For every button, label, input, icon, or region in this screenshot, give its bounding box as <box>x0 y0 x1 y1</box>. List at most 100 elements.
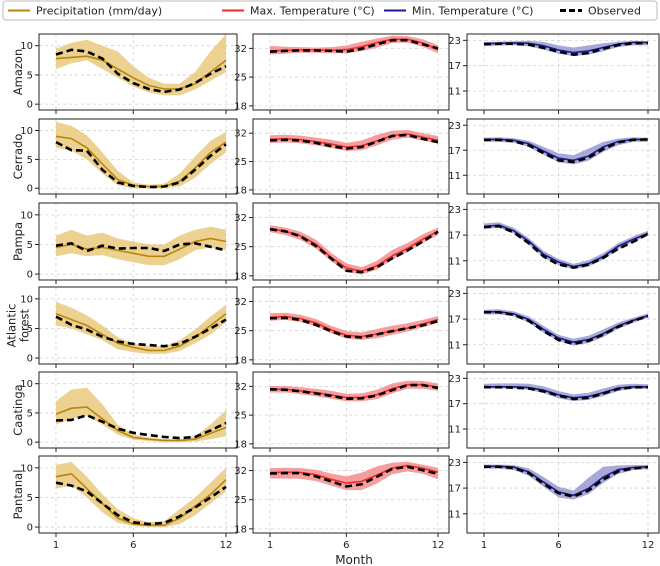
legend-label-obs: Observed <box>588 5 641 18</box>
y-tick-label: 10 <box>20 379 33 390</box>
y-tick-label: 17 <box>448 484 461 495</box>
region-row-3: Atlantic forest 0 5 10 18 25 32 11 17 23 <box>5 286 660 368</box>
x-tick-label: 6 <box>343 540 349 551</box>
panel-frame <box>466 202 660 281</box>
range-band-tmin <box>484 137 648 165</box>
range-band-precip <box>56 226 226 266</box>
plot-area <box>484 137 649 165</box>
observed-line-tmin <box>483 224 649 269</box>
y-tick-label: 10 <box>20 126 33 137</box>
y-tick-label: 5 <box>27 493 33 504</box>
observed-line-tmax <box>269 316 439 339</box>
y-tick-label: 18 <box>234 271 247 282</box>
y-tick-label: 0 <box>27 354 33 365</box>
x-tick-label: 12 <box>642 540 655 551</box>
y-tick-label: 32 <box>234 44 247 55</box>
plot-area <box>269 225 439 275</box>
panel-1-tmin: 11 17 23 <box>448 118 660 198</box>
plot-area <box>269 35 439 55</box>
panel-frame <box>252 286 450 365</box>
y-tick-label: 0 <box>27 100 33 111</box>
plot-area <box>483 222 649 270</box>
panel-frame <box>466 371 660 449</box>
model-line-precip <box>55 406 227 442</box>
observed-line-tmax <box>269 38 439 54</box>
panel-frame <box>466 33 660 111</box>
y-tick-label: 11 <box>448 171 461 182</box>
y-tick-label: 18 <box>234 185 247 196</box>
panel-frame <box>38 286 238 365</box>
panel-frame <box>466 118 660 195</box>
y-tick-label: 5 <box>27 155 33 166</box>
observed-line-tmax <box>269 133 439 150</box>
panel-1-tmax: 18 25 32 <box>234 118 450 198</box>
panel-frame <box>38 33 238 111</box>
y-tick-label: 32 <box>234 129 247 140</box>
plot-area <box>269 380 439 402</box>
range-band-precip <box>56 121 226 189</box>
x-tick-label: 12 <box>220 540 233 551</box>
panel-2-precip: 0 5 10 <box>20 202 238 284</box>
y-tick-label: 11 <box>448 509 461 520</box>
panel-background <box>253 119 449 194</box>
panel-frame <box>252 33 450 111</box>
range-band-tmax <box>270 380 438 402</box>
y-tick-label: 10 <box>20 463 33 474</box>
panel-5-tmin: 11 17 23 1 6 12 <box>448 455 660 551</box>
panel-frame <box>252 455 450 534</box>
plot-area <box>55 387 227 443</box>
plot-area <box>55 226 227 266</box>
observed-line-precip <box>55 315 227 348</box>
observed-line-tmin <box>483 41 649 57</box>
panel-2-tmax: 18 25 32 <box>234 202 450 284</box>
plot-area <box>484 383 648 402</box>
panel-frame <box>252 371 450 449</box>
panel-3-tmin: 11 17 23 <box>448 286 660 368</box>
observed-line-tmin <box>484 385 648 401</box>
x-tick-label: 1 <box>481 540 487 551</box>
panel-background <box>467 287 659 364</box>
region-label-3-line-1: forest <box>18 308 32 342</box>
range-band-tmax <box>270 312 438 340</box>
panel-frame <box>38 455 238 534</box>
observed-line-precip <box>55 481 227 526</box>
observed-line-precip <box>55 140 227 189</box>
y-tick-label: 5 <box>27 240 33 251</box>
observed-line-tmin <box>484 465 649 498</box>
panel-frame <box>466 455 660 534</box>
panel-0-precip: 0 5 10 <box>20 33 238 114</box>
y-tick-label: 23 <box>448 458 461 469</box>
y-tick-label: 32 <box>234 382 247 393</box>
y-tick-label: 0 <box>27 523 33 534</box>
panel-4-tmax: 18 25 32 <box>234 371 450 452</box>
legend: Precipitation (mm/day) Max. Temperature (… <box>2 0 658 21</box>
y-tick-label: 17 <box>448 315 461 326</box>
region-label-2: Pampa <box>11 222 25 261</box>
y-tick-label: 0 <box>27 184 33 195</box>
y-tick-label: 11 <box>448 87 461 98</box>
y-tick-label: 23 <box>448 289 461 300</box>
panel-5-precip: 0 5 10 1 6 12 <box>20 455 238 551</box>
y-tick-label: 17 <box>448 231 461 242</box>
panel-background <box>467 372 659 448</box>
model-line-tmin <box>483 224 649 268</box>
x-tick-label: 12 <box>432 540 445 551</box>
panel-4-precip: 0 5 10 <box>20 371 238 452</box>
y-tick-label: 25 <box>234 411 247 422</box>
observed-line-precip <box>55 413 227 440</box>
plot-area <box>55 121 227 189</box>
panel-5-tmax: 18 25 32 1 6 12 <box>234 455 450 551</box>
x-tick-label: 1 <box>53 540 59 551</box>
x-axis-label: Month <box>335 553 373 566</box>
legend-label-tmax: Max. Temperature (°C) <box>250 5 375 18</box>
legend-frame <box>2 0 658 21</box>
legend-label-tmin: Min. Temperature (°C) <box>412 5 533 18</box>
y-tick-label: 10 <box>20 210 33 221</box>
range-band-tmin <box>484 40 648 56</box>
region-label-1: Cerrado <box>11 134 25 180</box>
y-tick-label: 5 <box>27 324 33 335</box>
